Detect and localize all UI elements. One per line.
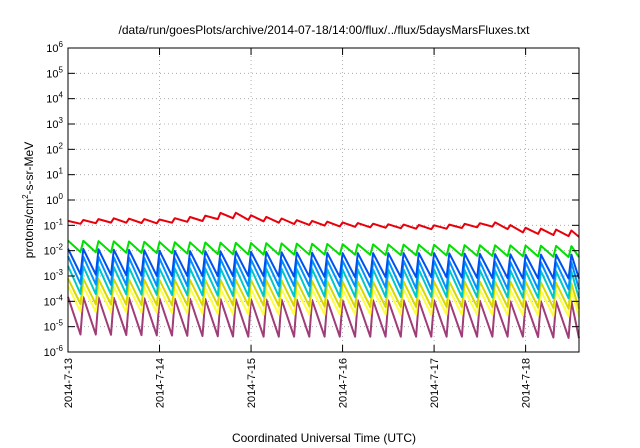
y-tick-base: 10	[46, 170, 58, 182]
tick-marks	[67, 47, 579, 353]
y-tick-label: 101	[46, 167, 63, 182]
y-tick-exponent: -4	[56, 293, 64, 302]
y-tick-label: 106	[46, 40, 63, 55]
y-tick-base: 10	[44, 347, 56, 359]
y-tick-exponent: 2	[59, 141, 64, 150]
y-axis-label-post: -s-sr-MeV	[22, 142, 36, 195]
y-tick-label: 10-1	[44, 217, 64, 232]
y-tick-base: 10	[46, 144, 58, 156]
series-line-3	[67, 248, 580, 280]
x-tick-label: 2014-7-14	[155, 358, 167, 408]
x-axis-label: Coordinated Universal Time (UTC)	[232, 431, 416, 445]
y-tick-exponent: 4	[59, 91, 64, 100]
y-tick-label: 105	[46, 65, 63, 80]
y-tick-exponent: 5	[59, 65, 64, 74]
series-line-6	[67, 277, 580, 310]
y-tick-exponent: 6	[59, 40, 64, 49]
y-tick-base: 10	[44, 271, 56, 283]
series-line-1	[67, 211, 580, 238]
y-tick-label: 10-2	[44, 243, 64, 258]
x-tick-label: 2014-7-13	[63, 358, 75, 408]
y-axis-label-pre: protons/cm	[22, 199, 36, 258]
series-lines	[67, 211, 580, 339]
series-line-2	[67, 239, 580, 259]
x-tick-label: 2014-7-16	[338, 358, 350, 408]
y-tick-base: 10	[46, 68, 58, 80]
y-tick-base: 10	[44, 246, 56, 258]
grid-lines	[68, 48, 579, 352]
y-tick-base: 10	[46, 94, 58, 106]
y-tick-label: 104	[46, 91, 63, 106]
y-tick-base: 10	[44, 220, 56, 232]
series-line-8	[67, 296, 580, 339]
x-tick-label: 2014-7-17	[429, 358, 441, 408]
y-tick-base: 10	[46, 43, 58, 55]
x-tick-label: 2014-7-15	[246, 358, 258, 408]
y-tick-base: 10	[44, 296, 56, 308]
chart-title: /data/run/goesPlots/archive/2014-07-18/1…	[119, 23, 531, 37]
y-tick-exponent: -2	[56, 243, 64, 252]
y-tick-exponent: 3	[59, 116, 64, 125]
y-tick-base: 10	[44, 322, 56, 334]
y-tick-exponent: 0	[59, 192, 64, 201]
x-tick-labels: 2014-7-13 2014-7-14 2014-7-15 2014-7-16 2014…	[63, 358, 533, 408]
y-tick-labels: 10-610-510-410-310-210-11001011021031041…	[44, 40, 64, 359]
y-axis-label: protons/cm2-s-sr-MeV	[21, 142, 36, 258]
y-tick-base: 10	[46, 195, 58, 207]
x-tick-label: 2014-7-18	[521, 358, 533, 408]
y-tick-label: 10-3	[44, 268, 64, 283]
y-tick-label: 102	[46, 141, 63, 156]
y-tick-exponent: 1	[59, 167, 64, 176]
y-tick-exponent: -3	[56, 268, 64, 277]
y-tick-exponent: -6	[56, 344, 64, 353]
y-tick-exponent: -1	[56, 217, 64, 226]
y-axis-label-sup: 2	[21, 194, 30, 199]
y-tick-label: 100	[46, 192, 63, 207]
y-tick-label: 10-4	[44, 293, 64, 308]
y-tick-label: 10-5	[44, 319, 64, 334]
y-tick-exponent: -5	[56, 319, 64, 328]
y-tick-label: 10-6	[44, 344, 64, 359]
y-tick-label: 103	[46, 116, 63, 131]
y-tick-base: 10	[46, 119, 58, 131]
